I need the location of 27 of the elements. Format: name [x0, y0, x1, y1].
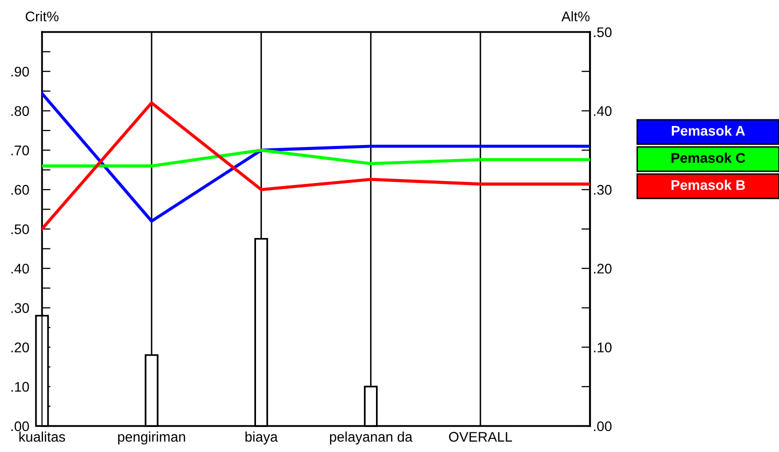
y2-tick-label: .40: [594, 106, 612, 116]
x-tick-label: biaya: [245, 432, 278, 445]
y-tick-label: .80: [11, 106, 29, 116]
y-tick-label: .30: [11, 303, 29, 313]
y-tick-label: .90: [11, 66, 29, 77]
y-tick-label: .60: [11, 184, 29, 195]
y-tick-label: .00: [11, 421, 29, 432]
y-axis-title: Crit%: [26, 11, 58, 22]
y2-tick-label: .00: [594, 421, 612, 432]
text: Pemasok C: [672, 152, 746, 163]
x-tick-label: kualitas: [19, 432, 66, 442]
y-tick-label: .50: [11, 224, 29, 234]
text: Pemasok B: [672, 180, 745, 190]
y2-tick-label: .50: [594, 27, 612, 38]
y2-axis-title: Alt%: [561, 11, 590, 22]
y-tick-label: .70: [11, 146, 29, 156]
y2-tick-label: .30: [594, 184, 612, 195]
y2-tick-label: .10: [594, 342, 612, 352]
line-series: [42, 148, 590, 168]
x-tick-label: OVERALL: [449, 432, 512, 442]
y-tick-label: .20: [11, 342, 29, 352]
y-tick-label: .10: [11, 382, 29, 392]
y-tick-label: .40: [11, 264, 29, 274]
text: Pemasok A: [672, 126, 745, 136]
x-tick-label: pengiriman: [118, 432, 186, 445]
y2-tick-label: .20: [594, 264, 612, 274]
x-tick-label: pelayanan da: [330, 432, 413, 445]
